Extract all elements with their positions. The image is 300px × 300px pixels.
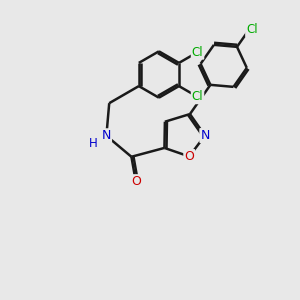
Text: H: H xyxy=(88,137,98,150)
Text: Cl: Cl xyxy=(192,90,203,103)
Text: O: O xyxy=(131,175,141,188)
Text: N: N xyxy=(200,129,210,142)
Text: Cl: Cl xyxy=(246,23,258,36)
Text: N: N xyxy=(102,129,111,142)
Text: O: O xyxy=(184,150,194,163)
Text: Cl: Cl xyxy=(192,46,203,59)
